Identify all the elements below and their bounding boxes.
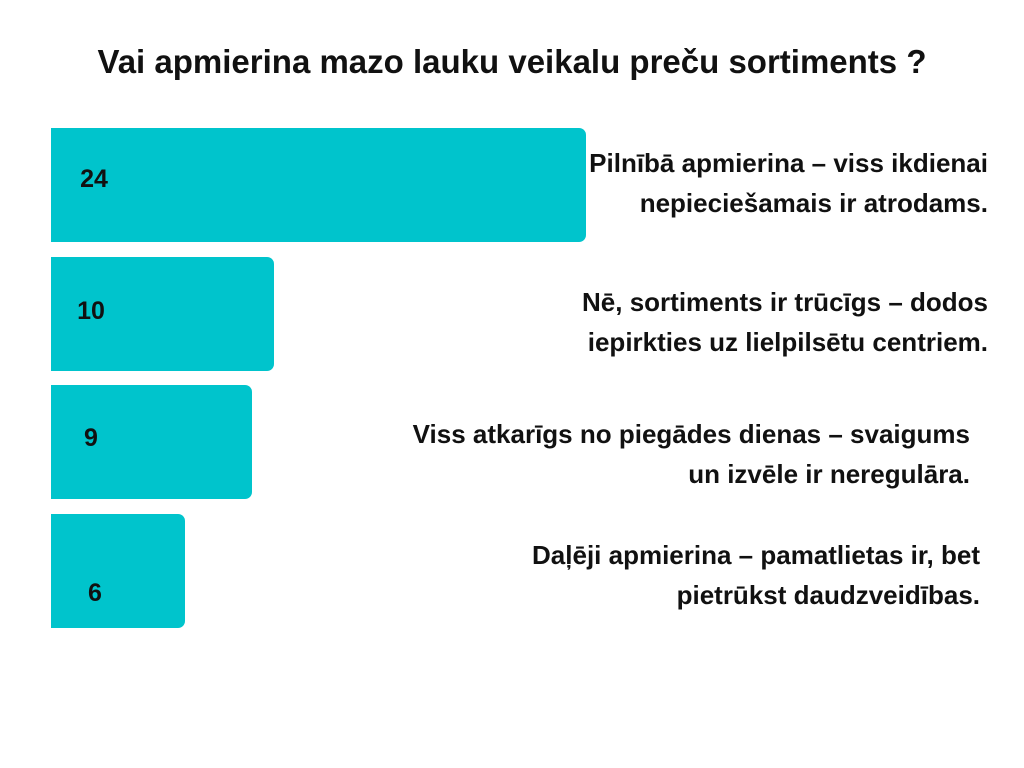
bar-4 xyxy=(51,513,185,628)
category-label-4: Daļēji apmierina – pamatlietas ir, bet pi… xyxy=(260,535,980,616)
bar-1 xyxy=(51,128,587,242)
category-label-line: nepieciešamais ir atrodams. xyxy=(639,188,988,219)
bar-value-label-2: 10 xyxy=(77,297,105,325)
bar-value-label-3: 9 xyxy=(84,424,98,452)
chart-title: Vai apmierina mazo lauku veikalu preču s… xyxy=(97,43,927,80)
bar-2 xyxy=(51,256,274,371)
category-label-line: Viss atkarīgs no piegādes dienas – svaig… xyxy=(412,419,970,449)
category-label-line: Nē, sortiments ir trūcīgs – dodos xyxy=(582,287,988,317)
category-label-line: Daļēji apmierina – pamatlietas ir, bet xyxy=(532,540,980,570)
bar-value-label-1: 24 xyxy=(80,165,108,193)
category-label-line: iepirkties uz lielpilsētu centriem. xyxy=(587,327,988,358)
bar-value-label-4: 6 xyxy=(88,579,102,607)
category-label-2: Nē, sortiments ir trūcīgs – dodos iepirkt… xyxy=(268,282,988,363)
category-label-line: Pilnībā apmierina – viss ikdienai xyxy=(589,148,988,178)
category-label-line: pietrūkst daudzveidības. xyxy=(676,580,980,611)
bar-3 xyxy=(51,385,252,499)
category-label-1: Pilnībā apmierina – viss ikdienai nepieci… xyxy=(268,143,988,224)
category-label-line: un izvēle ir neregulāra. xyxy=(688,459,970,490)
category-label-3: Viss atkarīgs no piegādes dienas – svaig… xyxy=(250,414,970,495)
